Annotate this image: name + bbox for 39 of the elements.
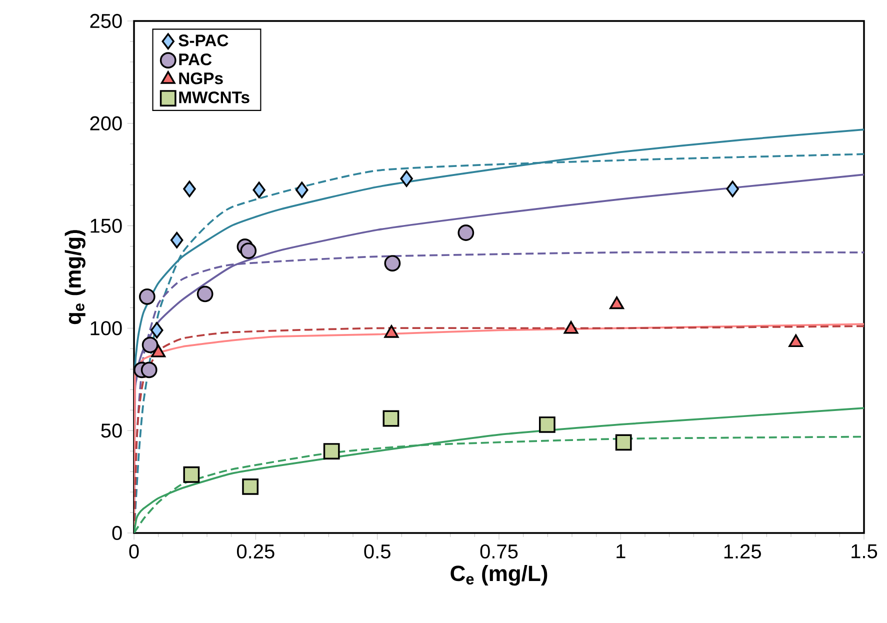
x-tick-label: 1.25 (724, 544, 761, 559)
point (183, 180, 196, 198)
point (242, 478, 259, 495)
point (323, 443, 340, 460)
point (615, 434, 632, 451)
point (382, 410, 400, 427)
x-tick-label: 0 (129, 544, 139, 559)
legend-label: MWCNTs (179, 91, 250, 104)
x-tick-label: 0.75 (480, 544, 518, 559)
point (170, 232, 184, 248)
y-tick-label: 50 (101, 424, 122, 438)
y-tick-label: 150 (90, 218, 122, 233)
point (252, 182, 266, 198)
point (384, 255, 401, 272)
point (196, 286, 214, 302)
x-tick-label: 1.5 (852, 544, 878, 558)
y-tick-label: 100 (90, 321, 122, 336)
point (240, 242, 257, 259)
point (538, 416, 556, 433)
x-tick-label: 1 (616, 544, 626, 558)
x-tick-label: 0.25 (236, 544, 274, 559)
point (458, 224, 474, 241)
y-axis-title: q$_{e}$ (mg/g) (64, 230, 86, 324)
point (142, 336, 158, 354)
x-tick-label: 0.5 (364, 544, 390, 559)
legend-label: NGPs (179, 72, 223, 84)
point (150, 322, 164, 338)
y-tick-label: 200 (90, 116, 122, 130)
x-axis-title: C$_{e}$ (mg/L) (450, 565, 548, 586)
legend-label: PAC (179, 54, 212, 66)
legend-label: S-PAC (178, 34, 228, 46)
point (183, 466, 200, 483)
y-tick-label: 0 (112, 526, 122, 540)
point (296, 182, 308, 198)
point (726, 180, 739, 198)
point (138, 288, 156, 305)
point (140, 362, 158, 378)
point (400, 170, 413, 187)
y-tick-label: 250 (90, 14, 122, 28)
